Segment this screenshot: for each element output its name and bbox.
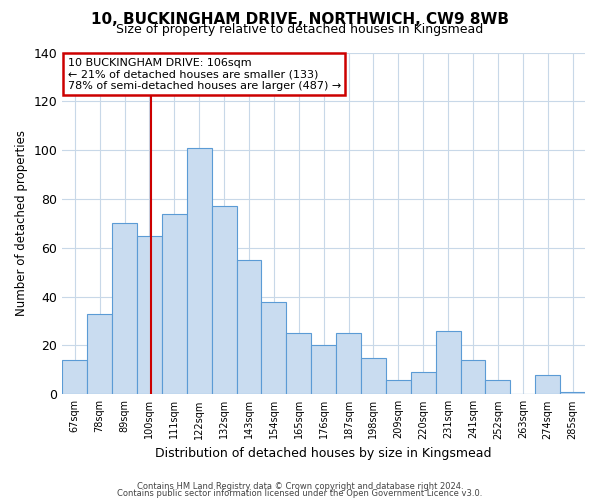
Bar	[112, 224, 137, 394]
Bar	[62, 360, 87, 394]
Y-axis label: Number of detached properties: Number of detached properties	[15, 130, 28, 316]
Text: 10, BUCKINGHAM DRIVE, NORTHWICH, CW9 8WB: 10, BUCKINGHAM DRIVE, NORTHWICH, CW9 8WB	[91, 12, 509, 28]
Text: Contains public sector information licensed under the Open Government Licence v3: Contains public sector information licen…	[118, 490, 482, 498]
Bar	[286, 334, 311, 394]
Bar	[236, 260, 262, 394]
Text: Contains HM Land Registry data © Crown copyright and database right 2024.: Contains HM Land Registry data © Crown c…	[137, 482, 463, 491]
Bar	[311, 346, 336, 395]
Bar	[87, 314, 112, 394]
Bar	[336, 334, 361, 394]
X-axis label: Distribution of detached houses by size in Kingsmead: Distribution of detached houses by size …	[155, 447, 492, 460]
Bar	[212, 206, 236, 394]
Bar	[262, 302, 286, 394]
Bar	[187, 148, 212, 394]
Text: 10 BUCKINGHAM DRIVE: 106sqm
← 21% of detached houses are smaller (133)
78% of se: 10 BUCKINGHAM DRIVE: 106sqm ← 21% of det…	[68, 58, 341, 91]
Bar	[436, 331, 461, 394]
Bar	[485, 380, 511, 394]
Bar	[411, 372, 436, 394]
Bar	[162, 214, 187, 394]
Bar	[137, 236, 162, 394]
Text: Size of property relative to detached houses in Kingsmead: Size of property relative to detached ho…	[116, 22, 484, 36]
Bar	[560, 392, 585, 394]
Bar	[361, 358, 386, 395]
Bar	[386, 380, 411, 394]
Bar	[461, 360, 485, 394]
Bar	[535, 375, 560, 394]
